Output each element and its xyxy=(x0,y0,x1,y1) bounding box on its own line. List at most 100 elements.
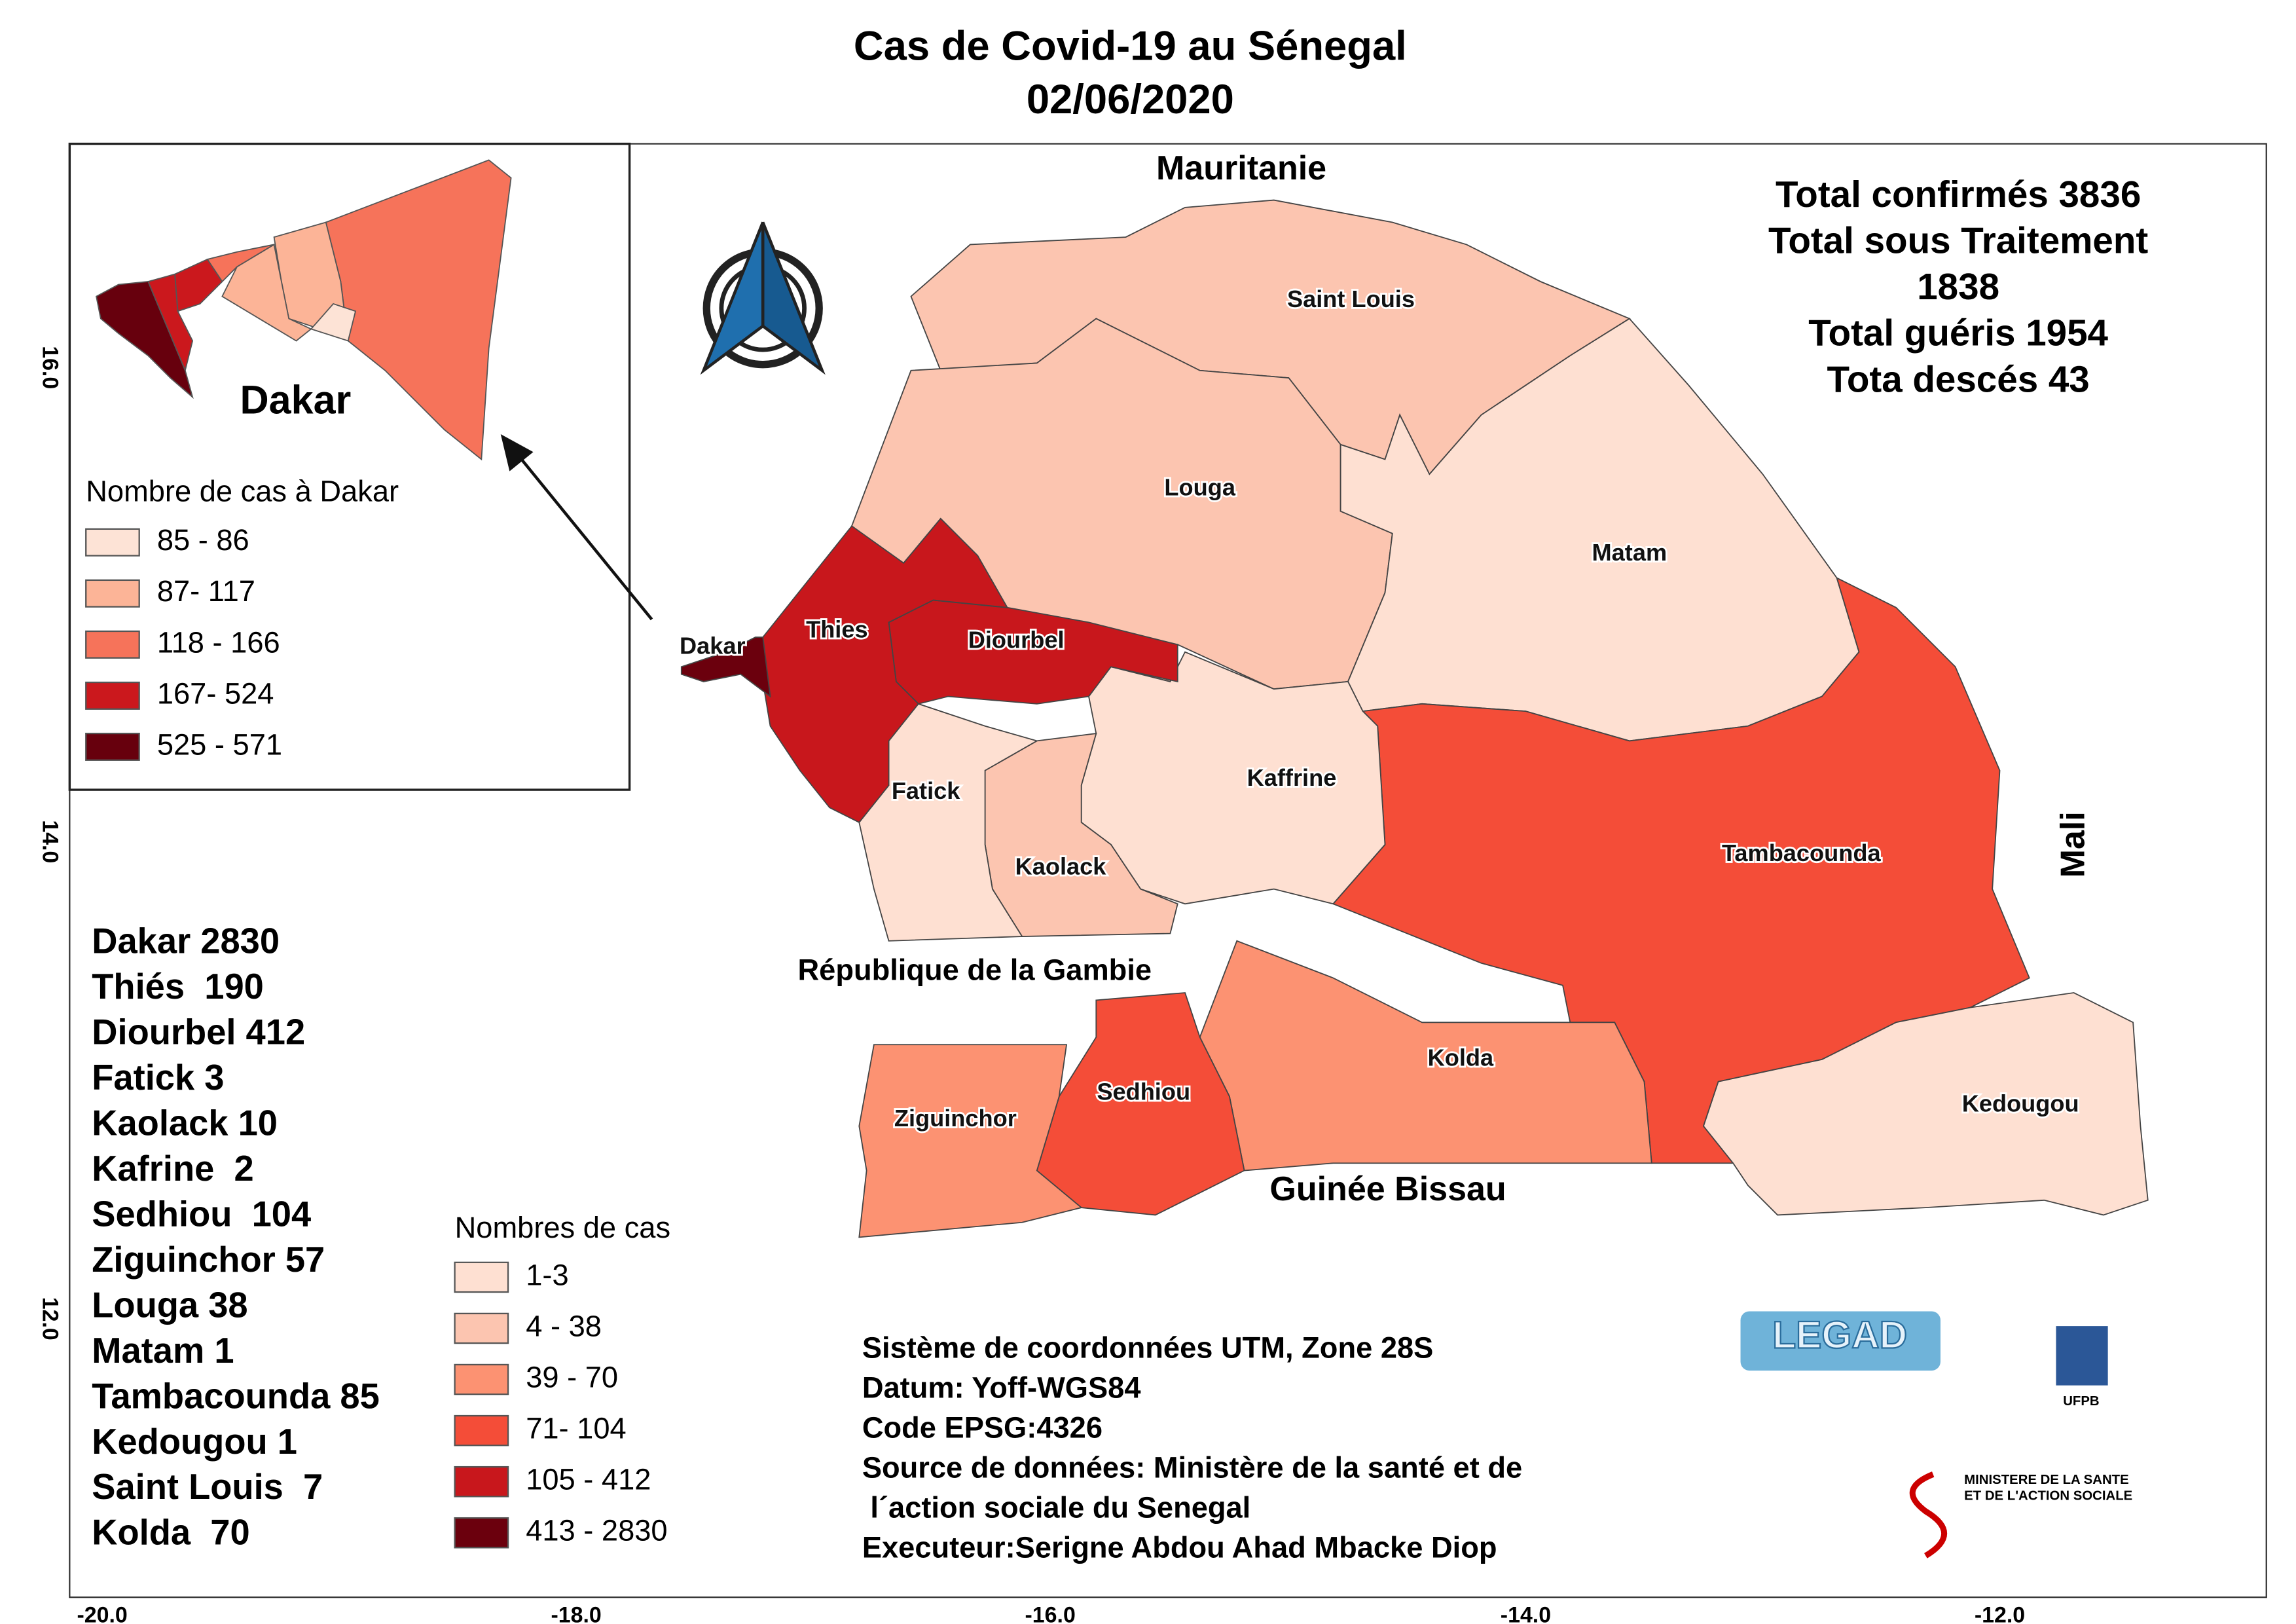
case-item: Ziguinchor 57 xyxy=(92,1240,325,1280)
total-line: Tota descés 43 xyxy=(1827,358,2089,399)
region xyxy=(1080,651,1386,905)
case-item: Dakar 2830 xyxy=(92,921,280,961)
region-label: Ziguinchor xyxy=(894,1105,1017,1132)
logo-ministry-text: MINISTERE DE LA SANTE xyxy=(1964,1473,2129,1487)
logo-legad-text: LEGAD xyxy=(1772,1314,1907,1357)
case-item: Fatick 3 xyxy=(92,1058,224,1098)
logo-ufpb-text: UFPB xyxy=(2063,1394,2099,1409)
case-item: Diourbel 412 xyxy=(92,1012,305,1052)
legend-label: 525 - 571 xyxy=(157,728,282,761)
title: Cas de Covid-19 au Sénegal xyxy=(854,24,1407,69)
region xyxy=(1702,992,2149,1216)
case-item: Sedhiou 104 xyxy=(92,1194,311,1234)
legend-label: 105 - 412 xyxy=(526,1463,651,1496)
region-label: Thies xyxy=(806,616,868,643)
legend-swatch xyxy=(454,1517,509,1549)
region-label: Matam xyxy=(1592,539,1667,566)
inset-legend: Dakar Nombre de cas à Dakar 85 - 86 87- 117… xyxy=(85,378,399,761)
legend-label: 87- 117 xyxy=(157,574,255,608)
logo-ufpb xyxy=(2056,1326,2108,1386)
case-item: Saint Louis 7 xyxy=(92,1467,323,1507)
neighbor-east: Mali xyxy=(2054,811,2092,877)
case-item: Kafrine 2 xyxy=(92,1149,253,1189)
neighbor-north: Mauritanie xyxy=(1156,149,1326,187)
info-line: Executeur:Serigne Abdou Ahad Mbacke Diop xyxy=(862,1531,1497,1564)
legend-label: 85 - 86 xyxy=(157,523,249,557)
legend-label: 167- 524 xyxy=(157,676,274,710)
case-item: Kaolack 10 xyxy=(92,1103,278,1143)
pointer-arrow xyxy=(514,451,653,621)
y-axis-label: 14.0 xyxy=(38,820,63,863)
labels: Saint Louis Louga Matam Tambacounda Kedougou… xyxy=(678,284,2081,1134)
region-label: Dakar xyxy=(680,632,746,659)
neighbor-gambia: République de la Gambie xyxy=(797,953,1152,986)
neighbor-south: Guinée Bissau xyxy=(1269,1170,1506,1208)
legend-label: 1-3 xyxy=(526,1258,568,1291)
logo-ministry-text: ET DE L'ACTION SOCIALE xyxy=(1964,1489,2132,1504)
region-label: Fatick xyxy=(892,777,960,804)
case-item: Louga 38 xyxy=(92,1285,247,1325)
legend-swatch xyxy=(85,528,140,557)
legend-swatch xyxy=(454,1414,509,1447)
x-axis-label: -14.0 xyxy=(1501,1603,1551,1624)
info-line: Sistème de coordonnées UTM, Zone 28S xyxy=(862,1331,1434,1364)
region-label: Kaolack xyxy=(1015,853,1107,880)
legend-swatch xyxy=(85,630,140,659)
x-axis-label: -20.0 xyxy=(77,1603,127,1624)
legend-label: 39 - 70 xyxy=(526,1361,618,1394)
texts: Cas de Covid-19 au Sénegal 02/06/2020 Maur… xyxy=(38,24,2149,1624)
legend-label: 118 - 166 xyxy=(157,625,280,659)
case-item: Kedougou 1 xyxy=(92,1422,297,1462)
region-label: Diourbel xyxy=(968,626,1065,653)
legend-swatch xyxy=(454,1312,509,1344)
legend-swatch xyxy=(454,1466,509,1498)
logo-ministry xyxy=(1909,1471,1947,1559)
case-item: Tambacounda 85 xyxy=(92,1376,380,1416)
region xyxy=(680,637,771,698)
region-label: Tambacounda xyxy=(1722,840,1881,866)
region-label: Sedhiou xyxy=(1097,1078,1190,1105)
pointer-head xyxy=(500,434,534,471)
inset-label: Dakar xyxy=(240,378,352,422)
regions xyxy=(680,199,2149,1238)
inset-legend-title: Nombre de cas à Dakar xyxy=(86,474,399,507)
region-label: Kaffrine xyxy=(1247,764,1337,791)
legend-label: 71- 104 xyxy=(526,1412,626,1445)
region-label: Louga xyxy=(1164,473,1235,500)
total-line: 1838 xyxy=(1917,266,1999,307)
region-label: Kedougou xyxy=(1962,1090,2079,1117)
y-axis-label: 12.0 xyxy=(38,1297,63,1340)
legend-swatch xyxy=(85,681,140,710)
map-frame xyxy=(69,143,2267,1598)
case-item: Matam 1 xyxy=(92,1331,234,1371)
case-item: Kolda 70 xyxy=(92,1513,249,1553)
inset-map xyxy=(96,159,512,461)
x-axis-label: -18.0 xyxy=(551,1603,601,1624)
legend-swatch xyxy=(85,579,140,608)
x-axis-label: -12.0 xyxy=(1975,1603,2025,1624)
north-arrow xyxy=(700,221,826,375)
total-line: Total sous Traitement xyxy=(1768,220,2148,261)
legend-swatch xyxy=(454,1363,509,1395)
x-axis-label: -16.0 xyxy=(1025,1603,1076,1624)
region xyxy=(858,1044,1083,1238)
info-line: Datum: Yoff-WGS84 xyxy=(862,1371,1141,1404)
info-line: Code EPSG:4326 xyxy=(862,1411,1102,1444)
region-label: Saint Louis xyxy=(1287,286,1415,312)
case-item: Thiés 190 xyxy=(92,967,264,1006)
info-line: l´action sociale du Senegal xyxy=(862,1491,1250,1524)
total-line: Total confirmés 3836 xyxy=(1776,174,2141,215)
legend-swatch xyxy=(454,1261,509,1293)
legend-label: 413 - 2830 xyxy=(526,1514,667,1547)
region xyxy=(1036,992,1245,1216)
main-legend: Nombres de cas 1-3 4 - 38 39 - 70 71- 104 105… xyxy=(454,1211,670,1549)
region xyxy=(762,517,1009,823)
info-line: Source de données: Ministère de la santé… xyxy=(862,1451,1522,1485)
date: 02/06/2020 xyxy=(1027,77,1234,122)
total-line: Total guéris 1954 xyxy=(1808,312,2108,354)
region-label: Kolda xyxy=(1428,1044,1494,1071)
legend-label: 4 - 38 xyxy=(526,1309,602,1342)
legend-swatch xyxy=(85,732,140,761)
